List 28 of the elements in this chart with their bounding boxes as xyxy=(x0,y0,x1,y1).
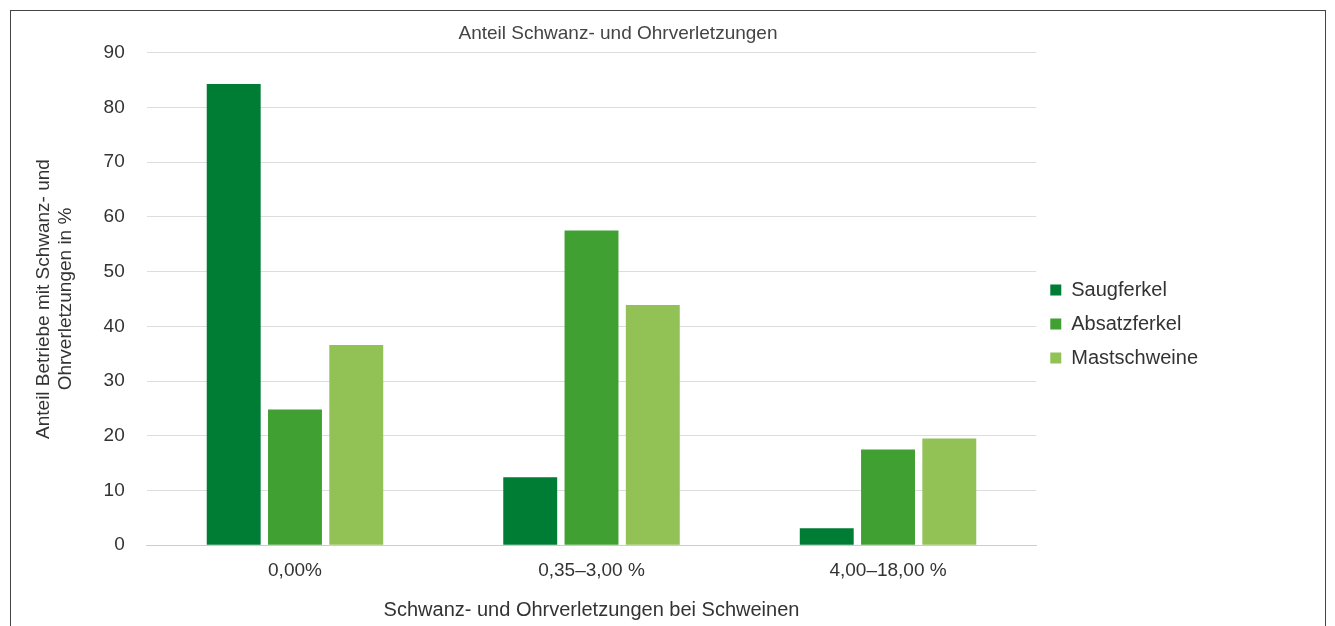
y-tick-label: 10 xyxy=(103,478,125,500)
legend-label: Mastschweine xyxy=(1071,345,1198,368)
bar xyxy=(329,344,384,545)
bar xyxy=(268,409,322,545)
y-tick-label: 20 xyxy=(103,424,125,446)
y-tick-label: 90 xyxy=(103,41,125,63)
bar xyxy=(503,477,558,545)
bar xyxy=(206,83,261,545)
y-axis-title: Anteil Betriebe mit Schwanz- und Ohrverletzungen in % xyxy=(31,159,76,439)
y-tick-label: 40 xyxy=(103,314,125,336)
bar xyxy=(922,438,977,545)
y-tick-label: 70 xyxy=(103,150,125,172)
bar xyxy=(861,449,915,545)
legend-label: Saugferkel xyxy=(1071,277,1167,300)
y-tick-label: 30 xyxy=(103,369,125,391)
x-tick-label: 0,00% xyxy=(268,558,323,580)
bar xyxy=(564,230,619,545)
bar xyxy=(799,528,854,545)
x-tick-label: 0,35–3,00 % xyxy=(538,558,645,580)
chart-title: Anteil Schwanz- und Ohrverletzungen xyxy=(458,21,778,43)
y-tick-label: 50 xyxy=(103,259,125,281)
bar xyxy=(625,305,680,545)
y-tick-label: 80 xyxy=(103,95,125,117)
x-tick-label: 4,00–18,00 % xyxy=(829,558,947,580)
x-axis-title: Schwanz- und Ohrverletzungen bei Schweinen xyxy=(383,597,800,620)
y-tick-label: 60 xyxy=(103,205,125,227)
legend-label: Absatzferkel xyxy=(1071,311,1182,334)
y-tick-label: 0 xyxy=(114,533,125,555)
